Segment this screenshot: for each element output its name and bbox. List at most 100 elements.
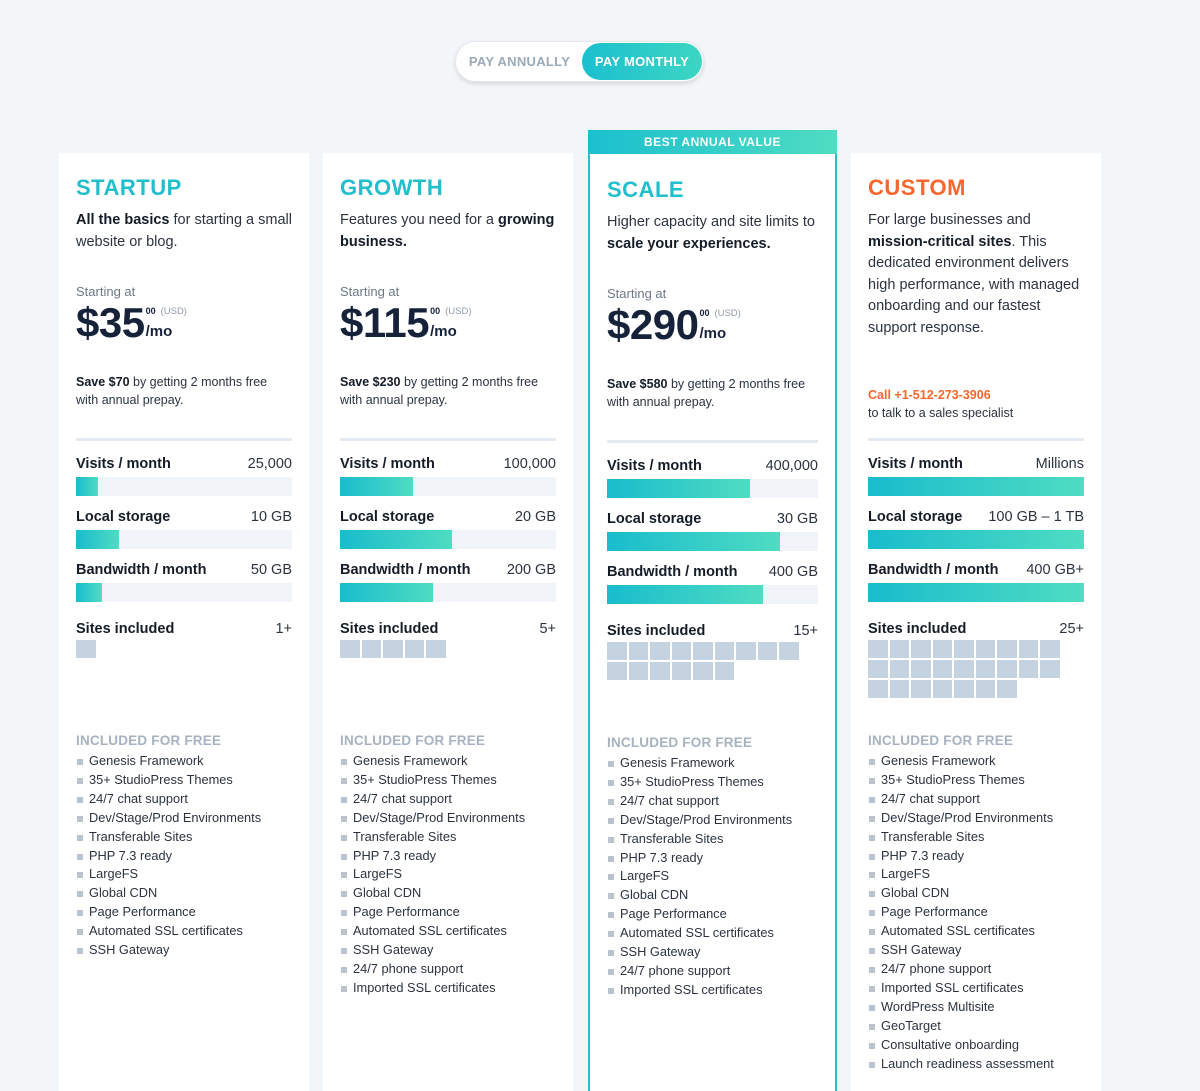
save-note: Save $230 by getting 2 months free with … <box>340 374 556 409</box>
site-block <box>340 640 360 658</box>
plan-card-custom: CUSTOM For large businesses and mission-c… <box>851 153 1101 1091</box>
metric-visits: Visits / month 400,000 <box>607 458 818 502</box>
save-note: Save $580 by getting 2 months free with … <box>607 376 818 411</box>
feature-item: 35+ StudioPress Themes <box>607 773 818 792</box>
metric-bar-fill <box>868 530 1084 549</box>
metric-bar <box>76 583 292 602</box>
site-block <box>650 662 670 680</box>
site-block <box>628 662 648 680</box>
desc-emphasis: mission-critical sites <box>868 233 1012 250</box>
site-block <box>868 660 888 678</box>
metric-bar-fill <box>607 479 751 498</box>
starting-at-label: Starting at <box>340 284 400 299</box>
metric-bar-fill <box>607 585 764 604</box>
site-block <box>671 642 691 660</box>
feature-item: 35+ StudioPress Themes <box>76 771 292 790</box>
metric-sites: Sites included 5+ <box>340 621 556 660</box>
desc-text: Features you need for a <box>340 212 498 228</box>
feature-item: Dev/Stage/Prod Environments <box>868 809 1084 828</box>
plan-price: $115 00 (USD) /mo <box>340 299 509 347</box>
metric-bar-fill <box>340 583 433 602</box>
site-block <box>997 640 1017 658</box>
metric-bar <box>340 530 556 549</box>
feature-item: PHP 7.3 ready <box>868 847 1084 866</box>
plan-card-scale: BEST ANNUAL VALUE SCALE Higher capacity an… <box>588 130 837 1091</box>
desc-emphasis: All the basics <box>76 212 170 228</box>
divider <box>340 438 556 441</box>
metric-visits: Visits / month Millions <box>868 456 1084 500</box>
feature-item: Page Performance <box>76 903 292 922</box>
plan-description: Higher capacity and site limits to scale… <box>607 212 818 255</box>
metric-sites: Sites included 15+ <box>607 623 818 682</box>
feature-item: Automated SSL certificates <box>340 922 556 941</box>
metric-bandwidth: Bandwidth / month 50 GB <box>76 562 292 606</box>
metric-bar <box>340 477 556 496</box>
desc-emphasis: scale your experiences. <box>607 235 771 252</box>
plan-price: $35 00 (USD) /mo <box>76 299 225 347</box>
feature-item: LargeFS <box>607 867 818 886</box>
price-cents: 00 <box>145 306 156 316</box>
included-title: INCLUDED FOR FREE <box>607 735 753 750</box>
feature-item: Genesis Framework <box>76 752 292 771</box>
divider <box>868 438 1084 441</box>
metric-storage: Local storage 10 GB <box>76 509 292 553</box>
plan-description: For large businesses and mission-critica… <box>868 210 1084 339</box>
price-period: /mo <box>145 323 173 340</box>
desc-text: For large businesses and <box>868 212 1031 228</box>
call-text: to talk to a sales specialist <box>868 405 1014 420</box>
site-block <box>932 640 952 658</box>
pay-monthly-option[interactable]: PAY MONTHLY <box>582 43 702 80</box>
metric-label: Visits / month <box>76 456 171 472</box>
site-block <box>954 640 974 658</box>
feature-item: 35+ StudioPress Themes <box>340 771 556 790</box>
site-block <box>693 642 713 660</box>
metric-bar-fill <box>340 477 414 496</box>
pay-annually-option[interactable]: PAY ANNUALLY <box>468 54 571 69</box>
feature-item: 24/7 chat support <box>76 790 292 809</box>
metric-bandwidth: Bandwidth / month 400 GB <box>607 564 818 608</box>
plan-description: All the basics for starting a small webs… <box>76 210 292 253</box>
metric-value: 400 GB <box>768 564 818 580</box>
plan-price: $290 00 (USD) /mo <box>607 301 778 349</box>
plan-name: CUSTOM <box>868 175 966 200</box>
save-text: by getting 2 months free with annual pre… <box>76 375 268 407</box>
price-amount: $290 <box>607 301 699 348</box>
site-block <box>932 680 952 698</box>
save-note: Save $70 by getting 2 months free with a… <box>76 374 292 409</box>
feature-item: 24/7 phone support <box>340 960 556 979</box>
site-block <box>628 642 648 660</box>
site-blocks <box>868 640 1068 700</box>
metric-label: Visits / month <box>340 456 435 472</box>
metric-sites: Sites included 1+ <box>76 621 292 660</box>
metric-bar <box>340 583 556 602</box>
included-title: INCLUDED FOR FREE <box>340 733 486 748</box>
metric-storage: Local storage 100 GB – 1 TB <box>868 509 1084 553</box>
price-currency: (USD) <box>714 308 741 319</box>
feature-item: GeoTarget <box>868 1017 1084 1036</box>
metric-bar <box>607 532 818 551</box>
site-block <box>1040 640 1060 658</box>
metric-value: 100 GB – 1 TB <box>988 509 1084 525</box>
site-block <box>954 660 974 678</box>
price-cents: 00 <box>699 308 710 318</box>
sales-contact: Call +1-512-273-3906 to talk to a sales … <box>868 387 1084 422</box>
site-block <box>404 640 424 658</box>
divider <box>607 440 818 443</box>
metric-value: 50 GB <box>250 562 292 578</box>
site-blocks <box>340 640 540 660</box>
call-phone-link[interactable]: Call +1-512-273-3906 <box>868 388 991 402</box>
site-block <box>607 642 627 660</box>
site-block <box>868 640 888 658</box>
metric-value: 15+ <box>793 623 818 639</box>
metric-label: Local storage <box>76 509 171 525</box>
billing-toggle[interactable]: PAY ANNUALLY PAY MONTHLY <box>455 41 704 82</box>
site-block <box>76 640 96 658</box>
feature-item: 24/7 chat support <box>340 790 556 809</box>
metric-bar-fill <box>607 532 781 551</box>
included-title: INCLUDED FOR FREE <box>76 733 222 748</box>
site-block <box>889 660 909 678</box>
metric-value: 1+ <box>275 621 292 637</box>
site-block <box>671 662 691 680</box>
site-block <box>779 642 799 660</box>
metric-visits: Visits / month 100,000 <box>340 456 556 500</box>
